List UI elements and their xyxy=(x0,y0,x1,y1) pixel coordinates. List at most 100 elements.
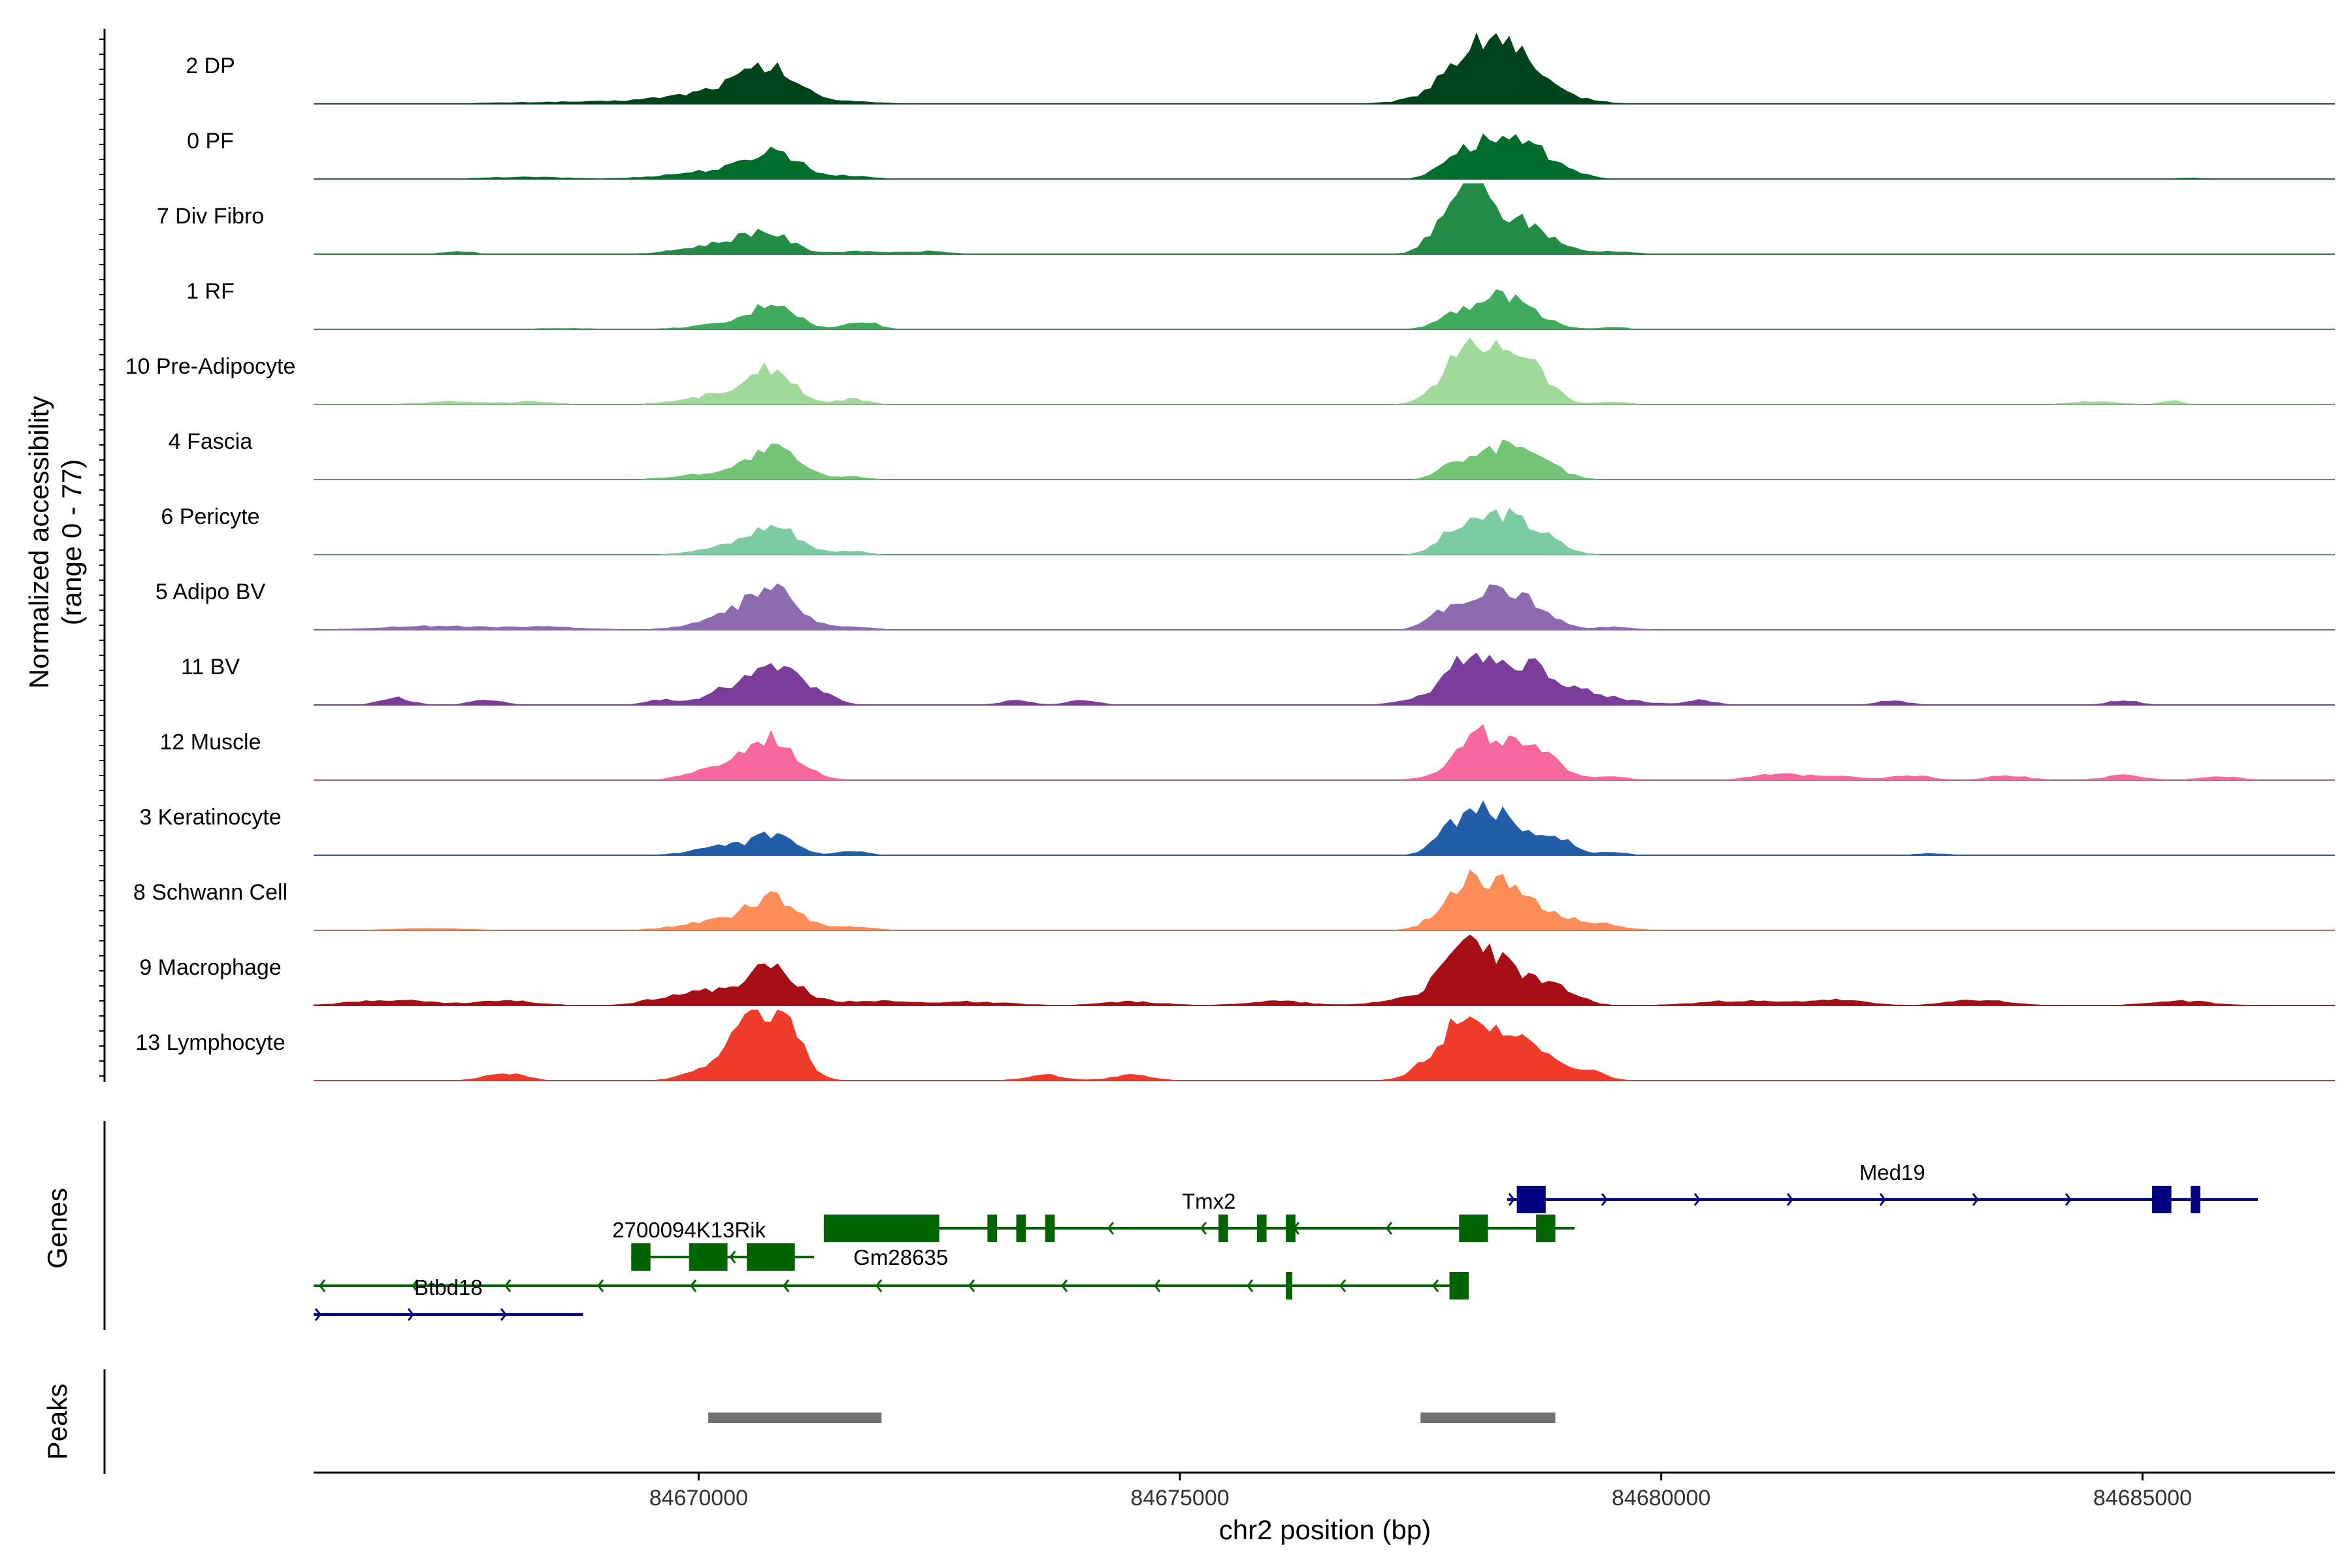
track-label: 0 PF xyxy=(187,129,234,154)
strand-arrow xyxy=(1061,1279,1068,1292)
track-8-schwann-cell: 8 Schwann Cell xyxy=(133,869,2335,931)
track-label: 1 RF xyxy=(186,279,235,304)
strand-arrow xyxy=(968,1279,975,1292)
strand-arrow xyxy=(1786,1193,1793,1206)
strand-arrow xyxy=(783,1279,790,1292)
y-axis-label: Normalized accessibility xyxy=(24,396,54,689)
strand-arrow xyxy=(319,1279,326,1292)
x-tick-label: 84670000 xyxy=(649,1486,748,1511)
coverage-area xyxy=(314,32,2335,105)
strand-arrow xyxy=(597,1279,604,1292)
strand-arrow xyxy=(729,1250,736,1264)
exon xyxy=(1256,1215,1267,1242)
strand-arrow xyxy=(1879,1193,1886,1206)
exon xyxy=(1516,1186,1546,1213)
coverage-area xyxy=(314,583,2335,630)
strand-arrow xyxy=(412,1279,419,1292)
track-label: 4 Fascia xyxy=(169,429,253,454)
track-label: 2 DP xyxy=(186,54,235,78)
gene-gm28635: Gm28635 xyxy=(853,1245,948,1269)
strand-arrow xyxy=(2065,1193,2072,1206)
track-7-div-fibro: 7 Div Fibro xyxy=(157,183,2335,255)
exon xyxy=(1449,1272,1469,1299)
gene-tmx2 xyxy=(314,1272,1469,1299)
exon xyxy=(1536,1215,1556,1242)
coverage-area xyxy=(314,133,2335,180)
track-label: 11 BV xyxy=(181,655,240,679)
x-axis-label: chr2 position (bp) xyxy=(1219,1514,1431,1545)
coverage-area xyxy=(314,869,2335,931)
exon xyxy=(2152,1186,2172,1213)
strand-arrow xyxy=(1154,1279,1161,1292)
exon xyxy=(1016,1215,1026,1242)
strand-arrow xyxy=(1247,1279,1254,1292)
exon xyxy=(823,1215,939,1242)
exon xyxy=(987,1215,998,1242)
track-4-fascia: 4 Fascia xyxy=(169,429,2335,480)
strand-arrow xyxy=(1385,1222,1393,1235)
gene-btbd18: Btbd18 xyxy=(314,1275,583,1321)
genes-panel-label: Genes xyxy=(42,1188,73,1269)
strand-arrow xyxy=(1200,1222,1207,1235)
track-12-muscle: 12 Muscle xyxy=(160,724,2335,781)
x-tick-label: 84680000 xyxy=(1612,1486,1710,1511)
track-label: 3 Keratinocyte xyxy=(139,805,281,830)
track-label: 8 Schwann Cell xyxy=(133,880,287,905)
strand-arrow xyxy=(500,1308,507,1321)
strand-arrow xyxy=(875,1279,883,1292)
coverage-area xyxy=(313,934,2335,1006)
track-label: 10 Pre-Adipocyte xyxy=(125,354,296,379)
coverage-area xyxy=(314,439,2335,480)
x-tick-label: 84685000 xyxy=(2093,1486,2192,1511)
coverage-area xyxy=(314,1009,2335,1081)
gene-label: Tmx2 xyxy=(1182,1189,1236,1213)
coverage-area xyxy=(314,508,2335,555)
exon xyxy=(747,1243,795,1271)
track-11-bv: 11 BV xyxy=(181,652,2335,706)
peak-region xyxy=(1420,1413,1556,1423)
exon xyxy=(2191,1186,2200,1213)
exon xyxy=(1218,1215,1228,1242)
coverage-y-ticks xyxy=(99,39,105,1077)
exon xyxy=(1286,1272,1293,1299)
strand-arrow xyxy=(1972,1193,1979,1206)
strand-arrow xyxy=(1508,1193,1515,1206)
coverage-area xyxy=(314,652,2335,706)
track-label: 12 Muscle xyxy=(160,730,261,755)
gene-label: Btbd18 xyxy=(414,1275,483,1299)
track-0-pf: 0 PF xyxy=(187,129,2335,180)
strand-arrow xyxy=(1601,1193,1608,1206)
y-axis-range-label: (range 0 - 77) xyxy=(56,459,87,625)
strand-arrow xyxy=(407,1308,414,1321)
x-axis-ticks: 84670000 84675000 84680000 84685000 xyxy=(649,1473,2192,1511)
strand-arrow xyxy=(1432,1279,1439,1292)
strand-arrow xyxy=(1107,1222,1115,1235)
coverage-area xyxy=(314,183,2335,255)
gene-label: 2700094K13Rik xyxy=(612,1218,766,1242)
peak-region xyxy=(708,1413,882,1423)
track-1-rf: 1 RF xyxy=(186,279,2335,330)
exon xyxy=(1286,1215,1296,1242)
gene-tmx2: Tmx2 xyxy=(823,1189,1575,1242)
strand-arrow xyxy=(1693,1193,1701,1206)
coverage-area xyxy=(314,724,2335,781)
strand-arrow xyxy=(314,1308,321,1321)
peak-track xyxy=(708,1413,1556,1423)
track-9-macrophage: 9 Macrophage xyxy=(139,934,2335,1006)
gene-label: Gm28635 xyxy=(853,1245,948,1269)
track-label: 9 Macrophage xyxy=(139,955,281,980)
track-13-lymphocyte: 13 Lymphocyte xyxy=(135,1009,2335,1081)
track-2-dp: 2 DP xyxy=(186,32,2335,105)
gene-track: Med19 Tmx2 Gm28635 2700094K13Rik Btbd18 xyxy=(314,1160,2259,1321)
track-10-pre-adipocyte: 10 Pre-Adipocyte xyxy=(125,337,2335,405)
coverage-area xyxy=(314,337,2335,405)
track-5-adipo-bv: 5 Adipo BV xyxy=(155,580,2335,630)
exon xyxy=(1045,1215,1055,1242)
gene-label: Med19 xyxy=(1859,1160,1925,1184)
exon xyxy=(631,1243,651,1271)
peaks-panel-label: Peaks xyxy=(42,1384,73,1460)
track-label: 13 Lymphocyte xyxy=(135,1030,285,1055)
gene-med19: Med19 xyxy=(1507,1160,2259,1213)
track-label: 6 Pericyte xyxy=(161,504,259,529)
